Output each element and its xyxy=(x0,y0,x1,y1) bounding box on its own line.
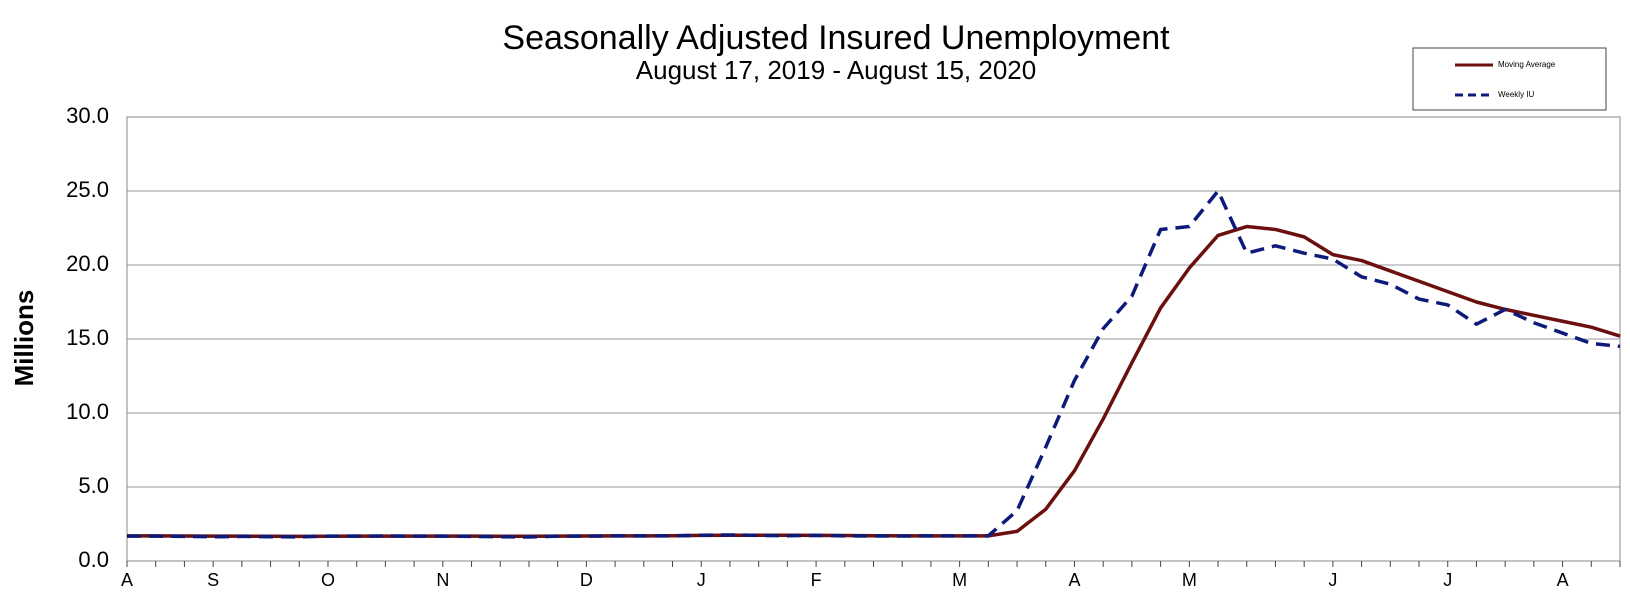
y-tick-label: 25.0 xyxy=(66,177,109,202)
y-tick-label: 5.0 xyxy=(78,473,109,498)
x-tick-label: D xyxy=(580,570,593,590)
legend-box xyxy=(1412,47,1607,111)
line-series xyxy=(127,189,1621,539)
y-axis-label: Millions xyxy=(9,290,39,387)
y-tick-label: 0.0 xyxy=(78,547,109,572)
x-tick-label: F xyxy=(811,570,822,590)
x-tick-label: A xyxy=(1068,570,1080,590)
y-tick-label: 30.0 xyxy=(66,103,109,128)
chart-subtitle: August 17, 2019 - August 15, 2020 xyxy=(636,55,1036,85)
x-tick-label: M xyxy=(1182,570,1197,590)
x-tick-label: S xyxy=(207,570,219,590)
x-tick-label: J xyxy=(697,570,706,590)
line-series xyxy=(127,224,1621,539)
x-tick-label: O xyxy=(321,570,335,590)
x-tick-label: N xyxy=(436,570,449,590)
y-tick-label: 15.0 xyxy=(66,325,109,350)
legend-label: Weekly IU xyxy=(1498,90,1535,99)
x-tick-label: J xyxy=(1328,570,1337,590)
x-tick-label: J xyxy=(1443,570,1452,590)
x-tick-label: A xyxy=(121,570,133,590)
legend-label: Moving Average xyxy=(1498,60,1556,69)
x-tick-label: A xyxy=(1557,570,1569,590)
chart-title: Seasonally Adjusted Insured Unemployment xyxy=(502,19,1170,57)
x-tick-label: M xyxy=(952,570,967,590)
y-tick-label: 10.0 xyxy=(66,399,109,424)
y-tick-label: 20.0 xyxy=(66,251,109,276)
